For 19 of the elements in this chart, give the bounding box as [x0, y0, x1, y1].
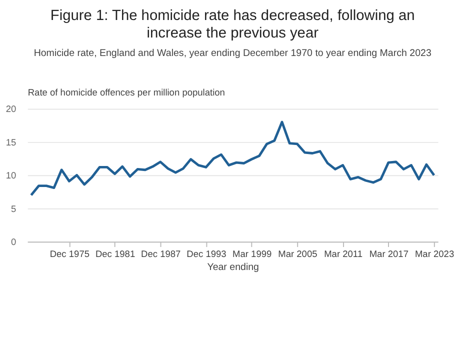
- x-tick-label: Dec 1993: [186, 248, 226, 259]
- x-tick-label: Dec 1975: [50, 248, 90, 259]
- chart-title: Figure 1: The homicide rate has decreased, following an increase the previous year: [50, 8, 415, 42]
- y-tick-label: 10: [6, 170, 16, 181]
- x-axis-title: Year ending: [207, 262, 259, 273]
- x-tick-label: Dec 1981: [95, 248, 136, 259]
- x-tick-label: Mar 2017: [369, 248, 408, 259]
- y-axis-title: Rate of homicide offences per million population: [28, 88, 225, 98]
- x-tick-label: Mar 1999: [232, 248, 272, 259]
- x-tick-label: Mar 2005: [278, 248, 318, 259]
- y-tick-label: 0: [10, 237, 16, 248]
- y-tick-label: 20: [6, 104, 16, 114]
- y-tick-label: 15: [6, 137, 16, 148]
- chart-subtitle: Homicide rate, England and Wales, year ending December 1970 to year ending March 2023: [34, 48, 432, 59]
- x-tick-label: Mar 2011: [324, 248, 363, 259]
- line-series: [30, 120, 436, 196]
- y-tick-label: 5: [10, 204, 16, 214]
- x-tick-label: Dec 1987: [141, 248, 181, 259]
- x-tick-label: Mar 2023: [414, 248, 454, 259]
